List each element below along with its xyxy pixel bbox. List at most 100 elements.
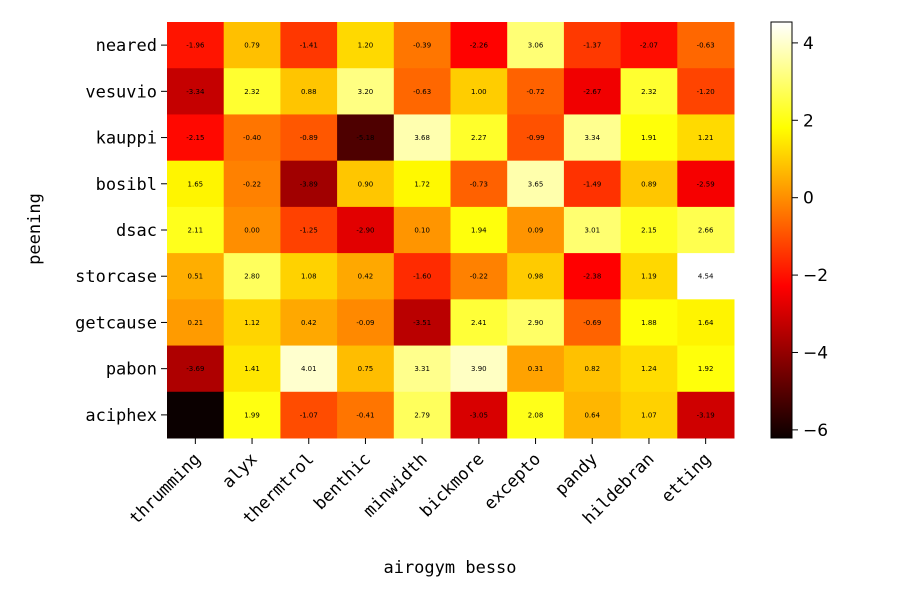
y-tick-label: storcase <box>75 267 157 287</box>
cell-value-label: 1.12 <box>244 319 260 327</box>
heatmap-cell <box>507 22 565 69</box>
heatmap-cell <box>620 345 678 393</box>
heatmap-cell <box>167 345 225 393</box>
cell-value-label: 4.54 <box>698 273 714 281</box>
heatmap-cell <box>223 206 281 254</box>
cell-value-label: 1.88 <box>641 319 657 327</box>
heatmap-cell <box>563 391 622 439</box>
cell-value-label: 4.01 <box>301 365 317 373</box>
colorbar-gradient <box>770 21 793 439</box>
heatmap-cell <box>677 22 735 69</box>
heatmap-cell <box>337 345 395 393</box>
heatmap-cell <box>337 22 395 69</box>
heatmap-cell <box>223 22 281 69</box>
heatmap-cell <box>280 345 338 393</box>
cell-value-label: -0.40 <box>243 134 261 142</box>
heatmap-cell <box>223 391 281 439</box>
heatmap-cell <box>620 114 678 162</box>
heatmap-cell <box>393 114 451 162</box>
cell-value-label: 0.00 <box>244 227 260 235</box>
heatmap-cell <box>337 206 395 254</box>
heatmap-cell <box>563 114 622 162</box>
cell-value-label: 3.34 <box>584 134 600 142</box>
heatmap-cell <box>507 345 565 393</box>
heatmap-cell <box>167 391 225 439</box>
cell-value-label: 2.79 <box>414 411 430 419</box>
cell-value-label: -0.72 <box>526 88 544 96</box>
heatmap-cell <box>393 253 451 300</box>
cell-value-label: -0.89 <box>300 134 318 142</box>
heatmap-cell <box>450 22 508 69</box>
cell-value-label: -2.38 <box>583 273 601 281</box>
cell-value-label: 1.08 <box>301 273 317 281</box>
heatmap-cell <box>280 22 338 69</box>
cell-value-label: -3.89 <box>300 180 318 188</box>
y-tick-label: pabon <box>106 360 157 380</box>
cell-value-label: -2.90 <box>356 227 374 235</box>
cell-value-label: 0.88 <box>301 88 317 96</box>
heatmap-cell <box>167 114 225 162</box>
cell-value-label: 1.99 <box>244 411 260 419</box>
heatmap-cell <box>677 345 735 393</box>
cell-value-label: 0.09 <box>528 227 544 235</box>
heatmap-cell <box>450 391 508 439</box>
heatmap-cell <box>677 391 735 439</box>
cell-value-label: 2.90 <box>528 319 544 327</box>
cell-value-label: 2.27 <box>471 134 487 142</box>
cell-value-label: -2.07 <box>640 42 658 50</box>
cell-value-label: -3.51 <box>413 319 431 327</box>
heatmap-cell <box>450 114 508 162</box>
heatmap-cell <box>223 299 281 347</box>
heatmap-cell <box>393 391 451 439</box>
cell-value-label: 1.72 <box>414 180 430 188</box>
cell-value-label: -0.39 <box>413 42 431 50</box>
heatmap-cell <box>280 68 338 115</box>
cell-value-label: 3.01 <box>584 227 600 235</box>
heatmap-cell <box>507 114 565 162</box>
cell-value-label: 0.42 <box>358 273 374 281</box>
cell-value-label: 1.00 <box>471 88 487 96</box>
cell-value-label: 1.07 <box>641 411 657 419</box>
cell-value-label: 1.19 <box>641 273 657 281</box>
heatmap-cell <box>563 68 622 115</box>
heatmap-cell <box>563 206 622 254</box>
cell-value-label: 1.20 <box>358 42 374 50</box>
cell-value-label: 1.91 <box>641 134 657 142</box>
heatmap-cell <box>507 160 565 208</box>
heatmap-cell <box>337 391 395 439</box>
y-tick-label: dsac <box>116 221 157 241</box>
heatmap-cell <box>620 206 678 254</box>
heatmap-cell <box>620 68 678 115</box>
heatmap-cell <box>507 206 565 254</box>
cell-value-label: 2.32 <box>641 88 657 96</box>
cell-value-label: 0.90 <box>358 180 374 188</box>
cell-value-label: 1.64 <box>698 319 714 327</box>
cell-value-label: -2.26 <box>470 42 489 50</box>
heatmap-cell <box>620 391 678 439</box>
cell-value-label: -5.18 <box>356 134 374 142</box>
cell-value-label: 3.20 <box>358 88 374 96</box>
colorbar-tick-label: 4 <box>803 34 814 54</box>
cell-value-label: 0.75 <box>358 365 374 373</box>
heatmap-cell <box>223 253 281 300</box>
cell-value-label: -3.19 <box>697 411 715 419</box>
cell-value-label: 0.21 <box>188 319 204 327</box>
cell-value-label: -2.67 <box>583 88 601 96</box>
y-tick-label: bosibl <box>96 175 157 195</box>
heatmap-cell <box>507 299 565 347</box>
heatmap-cell <box>223 345 281 393</box>
heatmap-cell <box>563 22 622 69</box>
cell-value-label: 2.15 <box>641 227 657 235</box>
heatmap-cell <box>167 68 225 115</box>
y-axis-title: peening <box>25 193 45 265</box>
heatmap-cell <box>450 68 508 115</box>
heatmap-cell <box>563 253 622 300</box>
cell-value-label: -1.49 <box>583 180 601 188</box>
heatmap-cells: -1.96 0.79 -1.41 1.20 -0.39 -2.26 3.06 -1.37 -2.… <box>167 22 735 439</box>
heatmap-cell <box>393 22 451 69</box>
cell-value-label: -2.59 <box>697 180 715 188</box>
cell-value-label: 2.66 <box>698 227 714 235</box>
heatmap-cell <box>280 253 338 300</box>
heatmap-cell <box>337 299 395 347</box>
cell-value-label: -1.96 <box>186 42 205 50</box>
